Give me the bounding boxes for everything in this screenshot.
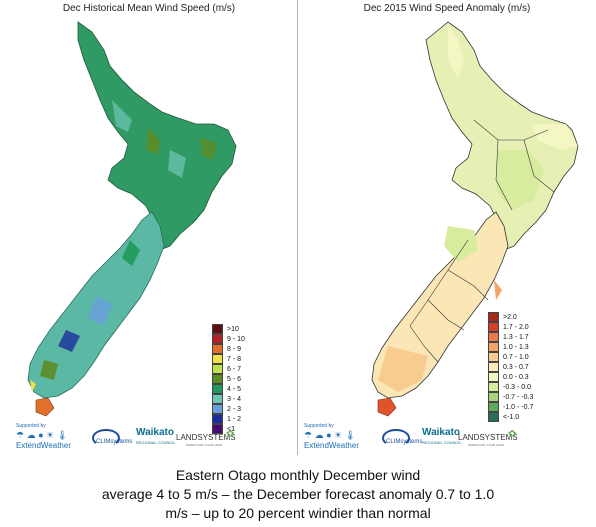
legend-swatch xyxy=(212,334,223,344)
legend-item: 4 - 5 xyxy=(212,384,245,394)
climsystems-swirl-icon xyxy=(92,429,120,447)
landsystems-sub: SMART FOR YOUR LAND xyxy=(468,443,504,447)
legend-swatch xyxy=(488,402,499,412)
legend-swatch xyxy=(212,404,223,414)
legend-swatch xyxy=(212,354,223,364)
anomaly-panel: Dec 2015 Wind Speed Anomaly (m/s) >2.0 1… xyxy=(298,0,596,455)
sponsor-logos-right: Supported by ☂ ☁ ● ☀ 🌡 ExtendWeather CLI… xyxy=(298,423,596,453)
legend-item: <-1.0 xyxy=(488,412,533,422)
legend-swatch xyxy=(488,392,499,402)
extendweather-logo: ExtendWeather xyxy=(16,441,71,450)
legend-swatch xyxy=(212,414,223,424)
landsystems-logo: LANDSYSTEMS xyxy=(458,433,518,442)
supported-by-label: Supported by xyxy=(16,423,46,429)
legend-swatch xyxy=(488,382,499,392)
legend-swatch xyxy=(488,352,499,362)
legend-item: 8 - 9 xyxy=(212,344,245,354)
legend-swatch xyxy=(212,394,223,404)
legend-item: 1.7 - 2.0 xyxy=(488,322,533,332)
weather-icons: ☂ ☁ ● ☀ 🌡 xyxy=(16,430,69,440)
legend-item: >2.0 xyxy=(488,312,533,322)
legend-swatch xyxy=(212,324,223,334)
legend-swatch xyxy=(488,412,499,422)
legend-swatch xyxy=(488,322,499,332)
weather-icons: ☂ ☁ ● ☀ 🌡 xyxy=(304,430,357,440)
gear-icon: ✿ xyxy=(508,429,517,440)
legend-swatch xyxy=(488,362,499,372)
gear-icon: ✿ xyxy=(226,429,235,440)
stewart-island-shape xyxy=(35,397,55,417)
waikato-sub: REGIONAL COUNCIL xyxy=(136,440,176,445)
legend-item: -0.7 - -0.3 xyxy=(488,392,533,402)
legend-item: 0.3 - 0.7 xyxy=(488,362,533,372)
stewart-island-anomaly-shape xyxy=(377,397,397,417)
legend-swatch xyxy=(212,374,223,384)
anomaly-map xyxy=(371,21,579,417)
waikato-sub: REGIONAL COUNCIL xyxy=(422,440,462,445)
caption-line-3: m/s – up to 20 percent windier than norm… xyxy=(165,505,431,521)
legend-item: 5 - 6 xyxy=(212,374,245,384)
legend-swatch xyxy=(488,342,499,352)
caption-line-1: Eastern Otago monthly December wind xyxy=(175,467,421,483)
extendweather-logo: ExtendWeather xyxy=(304,441,359,450)
legend-item: -1.0 - -0.7 xyxy=(488,402,533,412)
caption-line-2: average 4 to 5 m/s – the December foreca… xyxy=(101,486,495,502)
north-island-anomaly-shape xyxy=(425,21,579,251)
legend-item: 6 - 7 xyxy=(212,364,245,374)
historical-mean-map xyxy=(27,21,237,417)
north-island-shape xyxy=(77,21,237,251)
supported-by-label: Supported by xyxy=(304,423,334,429)
historical-mean-title: Dec Historical Mean Wind Speed (m/s) xyxy=(62,3,236,14)
legend-item: 9 - 10 xyxy=(212,334,245,344)
landsystems-sub: SMART FOR YOUR LAND xyxy=(186,443,222,447)
caption: Eastern Otago monthly December wind aver… xyxy=(0,466,596,523)
legend-item: 3 - 4 xyxy=(212,394,245,404)
anomaly-title: Dec 2015 Wind Speed Anomaly (m/s) xyxy=(363,3,531,14)
legend-swatch xyxy=(488,312,499,322)
waikato-logo: Waikato xyxy=(422,427,460,438)
legend-item: >10 xyxy=(212,324,245,334)
legend-swatch xyxy=(488,372,499,382)
legend-item: 2 - 3 xyxy=(212,404,245,414)
legend-item: 1.3 - 1.7 xyxy=(488,332,533,342)
historical-mean-legend: >10 9 - 10 8 - 9 7 - 8 6 - 7 5 - 6 4 - 5… xyxy=(212,324,245,434)
landsystems-logo: LANDSYSTEMS xyxy=(176,433,236,442)
legend-item: 1.0 - 1.3 xyxy=(488,342,533,352)
legend-swatch xyxy=(488,332,499,342)
legend-item: -0.3 - 0.0 xyxy=(488,382,533,392)
historical-mean-panel: Dec Historical Mean Wind Speed (m/s) >10… xyxy=(0,0,298,455)
waikato-logo: Waikato xyxy=(136,427,174,438)
climsystems-logo: CLIMsystems xyxy=(386,439,423,445)
anomaly-legend: >2.0 1.7 - 2.0 1.3 - 1.7 1.0 - 1.3 0.7 -… xyxy=(488,312,533,422)
panel-divider xyxy=(297,0,298,455)
legend-item: 7 - 8 xyxy=(212,354,245,364)
legend-swatch xyxy=(212,384,223,394)
legend-swatch xyxy=(212,364,223,374)
legend-swatch xyxy=(212,424,223,434)
legend-item: 0.7 - 1.0 xyxy=(488,352,533,362)
legend-swatch xyxy=(212,344,223,354)
legend-item: <1 xyxy=(212,424,245,434)
climsystems-logo: CLIMsystems xyxy=(96,439,133,445)
legend-item: 1 - 2 xyxy=(212,414,245,424)
climsystems-swirl-icon xyxy=(382,429,410,447)
sponsor-logos: Supported by ☂ ☁ ● ☀ 🌡 ExtendWeather CLI… xyxy=(0,423,298,453)
legend-item: 0.0 - 0.3 xyxy=(488,372,533,382)
